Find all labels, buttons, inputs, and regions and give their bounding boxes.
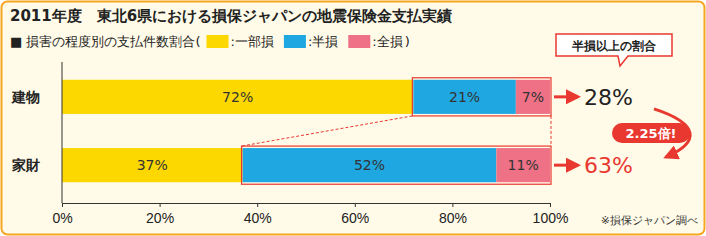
highlight [242,78,551,184]
ratio-badge [612,123,690,143]
legend-swatch [207,35,229,48]
x-tick: 100% [533,203,569,226]
legend-label: :一部損 [231,34,274,49]
x-tick-label: 60% [341,210,369,226]
connector [242,116,413,146]
x-tick-mark [355,203,356,207]
x-tick-mark [550,203,551,207]
pointer-arrow [554,95,578,98]
pointer-arrow [554,164,578,167]
footnote: ※損保ジャパン調べ [601,214,698,227]
x-tick-mark [62,203,63,207]
data-label: 37% [137,157,168,173]
x-axis: 0% 20% 40% 60% 80% 100% [52,203,568,226]
y-axis-line [62,62,63,203]
bar-segment [516,80,550,114]
x-tick-label: 40% [244,210,272,226]
share-total: 28% [584,85,633,110]
subtitle: ■ 損害の程度別の支払件数割合( [10,34,201,49]
legend-swatch [284,35,306,48]
x-tick-mark [452,203,453,207]
x-tick: 20% [146,203,174,226]
x-axis-line [63,203,551,204]
x-tick-label: 20% [146,210,174,226]
x-tick: 40% [244,203,272,226]
data-label: 7% [522,89,544,105]
legend-swatch [348,35,370,48]
bar-segment [496,148,550,182]
x-tick-mark [257,203,258,207]
bar-segment [413,80,515,114]
bars [62,80,550,182]
highlight-box [242,146,551,184]
callout-box [556,34,672,66]
highlight-box [412,78,551,116]
legend-label: :半損 [308,34,338,49]
x-tick-label: 80% [439,210,467,226]
title: 2011年度 東北6県における損保ジャパンの地震保険金支払実績 [10,7,452,25]
legend-label: :全損 [372,34,402,49]
bar-segment [243,148,497,182]
x-tick-label: 100% [533,210,569,226]
category-label: 建物 [11,89,40,105]
annotations: 28% 63% 半損以上の割合 2.25倍! ※損保ジャパン調べ [554,34,698,227]
bar-segment [62,80,413,114]
x-tick-label: 0% [52,210,72,226]
data-labels: 72% 37% 21% 52% 7% 11% [137,89,544,173]
data-label: 11% [508,157,539,173]
background [2,2,705,235]
data-label: 72% [222,89,253,105]
data-label: 52% [354,157,385,173]
x-tick-mark [160,203,161,207]
legend-close: ) [405,34,410,49]
callout-text: 半損以上の割合 [571,39,657,53]
connector [551,116,552,146]
data-label: 21% [449,89,480,105]
share-total: 63% [584,153,633,178]
category-label: 家財 [11,157,40,173]
x-tick: 80% [439,203,467,226]
bar-segment [62,148,243,182]
x-tick: 0% [52,203,72,226]
ratio-text: 2.25倍! [625,126,676,141]
x-tick: 60% [341,203,369,226]
